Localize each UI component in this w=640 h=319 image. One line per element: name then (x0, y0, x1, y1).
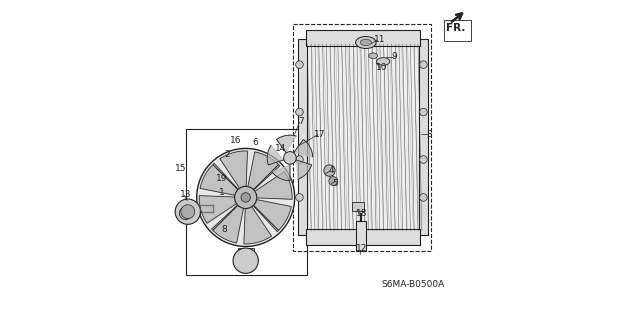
Polygon shape (199, 196, 236, 223)
Polygon shape (212, 206, 243, 243)
Text: 5: 5 (332, 179, 338, 188)
Bar (306, 30, 420, 46)
Circle shape (420, 194, 427, 201)
Polygon shape (267, 145, 284, 165)
Circle shape (420, 61, 427, 69)
Circle shape (175, 199, 200, 224)
Circle shape (284, 152, 296, 164)
Circle shape (296, 156, 303, 163)
Polygon shape (248, 152, 280, 189)
Text: 19: 19 (216, 174, 227, 183)
Polygon shape (244, 207, 271, 244)
Text: 3: 3 (426, 130, 432, 139)
Circle shape (241, 193, 250, 202)
Circle shape (233, 248, 259, 273)
Text: 12: 12 (356, 243, 367, 253)
Text: 9: 9 (392, 52, 397, 61)
Ellipse shape (356, 36, 376, 48)
Bar (356, 221, 367, 251)
Text: 8: 8 (221, 225, 227, 234)
Polygon shape (272, 165, 290, 181)
Ellipse shape (369, 53, 378, 59)
Circle shape (179, 207, 192, 219)
Text: 1: 1 (218, 188, 224, 197)
Bar (444, 20, 471, 41)
Text: 16: 16 (230, 136, 241, 145)
Text: 17: 17 (314, 130, 325, 139)
Text: 15: 15 (175, 165, 186, 174)
Bar (298, 39, 307, 235)
Circle shape (235, 186, 257, 209)
Text: 6: 6 (252, 137, 258, 147)
Bar (306, 229, 420, 245)
Text: 7: 7 (298, 117, 304, 126)
Circle shape (420, 156, 427, 163)
Polygon shape (220, 151, 248, 188)
Polygon shape (306, 42, 420, 232)
Bar (351, 202, 364, 211)
Text: 2: 2 (224, 150, 230, 159)
Ellipse shape (360, 39, 371, 46)
Polygon shape (294, 139, 313, 157)
Circle shape (196, 148, 294, 247)
Circle shape (296, 61, 303, 69)
Text: 13: 13 (180, 190, 191, 199)
Text: 4: 4 (328, 166, 334, 175)
Circle shape (296, 194, 303, 201)
Text: 18: 18 (356, 209, 367, 218)
Text: 10: 10 (376, 63, 387, 72)
Polygon shape (255, 172, 292, 199)
Bar (186, 130, 307, 275)
Circle shape (329, 177, 338, 185)
Polygon shape (276, 135, 296, 152)
Text: S6MA-B0500A: S6MA-B0500A (381, 280, 445, 289)
Circle shape (296, 108, 303, 116)
Circle shape (324, 165, 335, 176)
Polygon shape (296, 160, 312, 179)
Text: 14: 14 (275, 144, 286, 153)
Text: FR.: FR. (447, 23, 466, 33)
Circle shape (181, 205, 195, 219)
Circle shape (420, 108, 427, 116)
Ellipse shape (376, 58, 390, 65)
Polygon shape (200, 163, 237, 195)
Bar (238, 248, 253, 261)
Bar (419, 39, 428, 235)
Text: 11: 11 (374, 35, 385, 44)
Polygon shape (254, 200, 291, 232)
